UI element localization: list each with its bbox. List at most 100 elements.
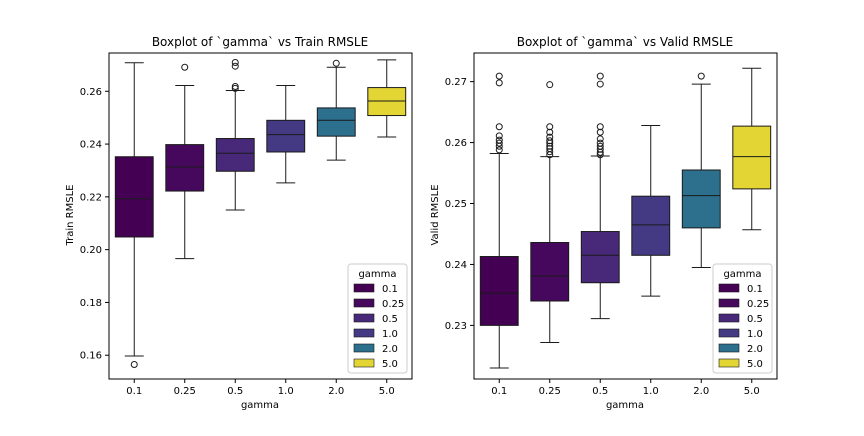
y-tick-label: 0.26: [80, 87, 102, 98]
x-tick-label: 0.5: [592, 386, 608, 397]
y-tick-label: 0.26: [445, 138, 467, 149]
legend-items: 0.1 0.25 0.5 1.0 2.0 5.0: [718, 283, 769, 370]
legend-swatch: [353, 358, 375, 368]
box-2.0: [316, 59, 356, 161]
x-tick-label: 0.25: [174, 386, 196, 397]
legend-label: 0.25: [382, 299, 404, 310]
outlier-point: [495, 72, 503, 80]
y-tick-label: 0.27: [445, 77, 467, 88]
x-tick-label: 0.1: [491, 386, 507, 397]
outlier-point: [546, 148, 554, 156]
legend-swatch: [718, 343, 740, 353]
legend-label: 2.0: [382, 344, 398, 355]
legend-swatch: [718, 298, 740, 308]
outlier-point: [231, 62, 239, 70]
box-iqr: [114, 156, 154, 238]
x-tick-label: 0.5: [227, 386, 243, 397]
outlier-point: [596, 135, 604, 143]
outlier-point: [596, 128, 604, 136]
boxes: [479, 67, 772, 369]
box-iqr: [732, 125, 772, 190]
x-tick-label: 0.25: [539, 386, 561, 397]
outlier-point: [546, 133, 554, 141]
box-0.25: [165, 63, 205, 260]
legend-title: gamma: [358, 269, 396, 280]
legend: gamma 0.1 0.25 0.5 1.0 2.0 5.0: [347, 263, 408, 374]
x-tick-label: 0.1: [126, 386, 142, 397]
legend-swatch: [353, 313, 375, 323]
x-tick-label: 1.0: [278, 386, 294, 397]
box-0.25: [530, 81, 570, 343]
y-tick-label: 0.23: [445, 321, 467, 332]
box-1.0: [266, 84, 306, 184]
x-tick-label: 1.0: [643, 386, 659, 397]
y-ticks: 0.23 0.24 0.25 0.26 0.27: [445, 77, 474, 332]
y-axis-label: Train RMSLE: [65, 185, 76, 247]
y-tick-label: 0.20: [80, 245, 102, 256]
y-axis-label: Valid RMSLE: [430, 184, 441, 245]
outlier-point: [546, 145, 554, 153]
outlier-point: [596, 151, 604, 159]
legend-items: 0.1 0.25 0.5 1.0 2.0 5.0: [353, 283, 404, 370]
legend-label: 0.1: [747, 284, 763, 295]
box-iqr: [681, 169, 721, 229]
legend-label: 5.0: [747, 359, 763, 370]
legend-swatch: [353, 283, 375, 293]
box-iqr: [580, 231, 620, 284]
legend-label: 1.0: [382, 329, 398, 340]
legend-swatch: [718, 358, 740, 368]
box-iqr: [631, 195, 671, 256]
outlier-point: [596, 142, 604, 150]
train-rmsle-panel: Boxplot of `gamma` vs Train RMSLE Train …: [65, 35, 413, 411]
box-0.1: [479, 72, 519, 369]
plot-frame: [473, 52, 778, 380]
x-tick-label: 2.0: [328, 386, 344, 397]
y-tick-label: 0.16: [80, 351, 102, 362]
plot-frame: [108, 52, 413, 380]
legend-swatch: [718, 283, 740, 293]
box-iqr: [316, 107, 356, 137]
legend-swatch: [718, 328, 740, 338]
outlier-point: [495, 79, 503, 87]
legend-label: 1.0: [747, 329, 763, 340]
x-tick-label: 2.0: [693, 386, 709, 397]
x-ticks: 0.1 0.25 0.5 1.0 2.0 5.0: [126, 379, 395, 397]
outlier-point: [596, 123, 604, 131]
outlier-point: [596, 80, 604, 88]
legend-label: 5.0: [382, 359, 398, 370]
valid-rmsle-panel: Boxplot of `gamma` vs Valid RMSLE Valid …: [430, 35, 778, 411]
outlier-point: [231, 59, 239, 67]
box-2.0: [681, 72, 721, 268]
chart-title: Boxplot of `gamma` vs Valid RMSLE: [517, 35, 734, 49]
outlier-point: [546, 137, 554, 145]
box-0.1: [114, 62, 154, 368]
box-0.5: [215, 59, 255, 211]
outlier-point: [546, 128, 554, 136]
box-5.0: [732, 67, 772, 231]
legend-swatch: [353, 298, 375, 308]
outlier-point: [495, 139, 503, 147]
chart-title: Boxplot of `gamma` vs Train RMSLE: [152, 35, 368, 49]
box-0.5: [580, 72, 620, 320]
outlier-point: [130, 360, 138, 368]
x-ticks: 0.1 0.25 0.5 1.0 2.0 5.0: [491, 379, 760, 397]
outlier-point: [596, 72, 604, 80]
outlier-point: [181, 63, 189, 71]
y-tick-label: 0.25: [445, 199, 467, 210]
x-axis-label: gamma: [606, 400, 644, 411]
box-iqr: [266, 119, 306, 153]
box-iqr: [530, 242, 570, 302]
legend-label: 0.5: [382, 314, 398, 325]
legend-title: gamma: [723, 269, 761, 280]
outlier-point: [546, 123, 554, 131]
legend-swatch: [353, 343, 375, 353]
y-tick-label: 0.24: [445, 260, 467, 271]
box-iqr: [165, 144, 205, 192]
outlier-point: [332, 59, 340, 67]
outlier-point: [495, 136, 503, 144]
box-5.0: [367, 59, 407, 138]
x-tick-label: 5.0: [744, 386, 760, 397]
outlier-point: [231, 83, 239, 91]
x-tick-label: 5.0: [379, 386, 395, 397]
